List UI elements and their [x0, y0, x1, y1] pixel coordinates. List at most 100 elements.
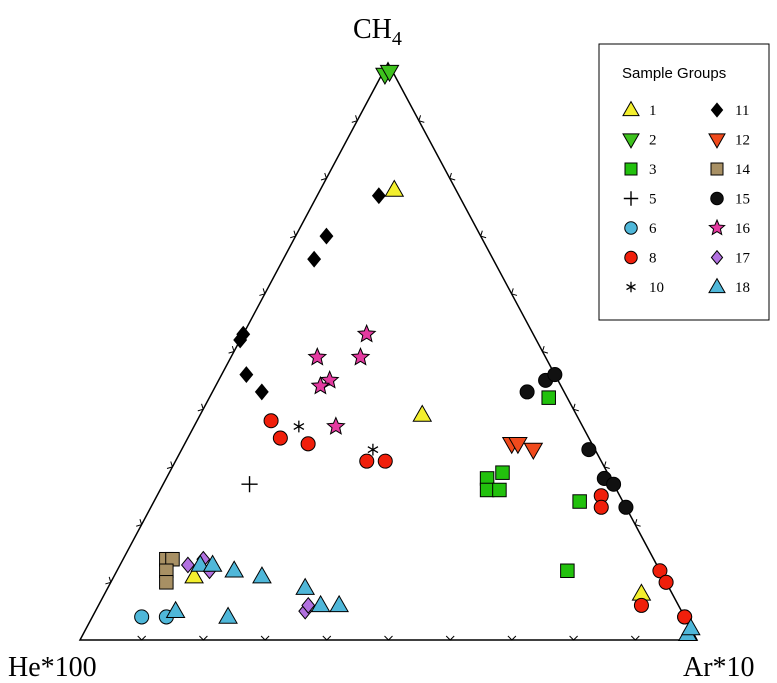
tick-mark — [228, 345, 235, 354]
point-group-1 — [384, 179, 405, 197]
point-group-11 — [371, 187, 386, 205]
legend-label-17: 17 — [735, 251, 751, 267]
tick-mark — [418, 115, 425, 123]
point-group-8 — [633, 597, 649, 613]
tick-mark — [445, 635, 455, 641]
tick-mark — [510, 288, 518, 296]
legend-label-11: 11 — [735, 103, 749, 119]
point-group-8 — [677, 609, 693, 625]
point-group-8 — [272, 430, 288, 446]
point-group-8 — [658, 574, 674, 590]
point-group-11 — [319, 227, 334, 245]
point-group-14 — [159, 575, 174, 590]
point-group-8 — [377, 453, 393, 469]
legend-marker-2 — [622, 133, 640, 149]
tick-mark — [572, 403, 579, 412]
point-group-5 — [241, 476, 258, 493]
tick-mark — [449, 172, 456, 181]
tick-mark — [166, 461, 174, 470]
legend-marker-15 — [710, 191, 724, 206]
tick-mark — [480, 230, 487, 239]
tick-mark — [541, 345, 549, 354]
point-group-3 — [492, 482, 507, 498]
point-group-10 — [367, 443, 379, 456]
legend-label-12: 12 — [735, 133, 750, 149]
tick-mark — [197, 403, 204, 412]
point-group-11 — [254, 383, 269, 401]
point-group-1 — [184, 566, 204, 584]
legend-marker-16 — [708, 218, 726, 236]
tick-mark — [630, 635, 640, 641]
point-group-17 — [180, 556, 195, 574]
legend-marker-6 — [624, 221, 638, 235]
point-group-17 — [301, 596, 316, 614]
tick-mark — [384, 635, 393, 641]
legend-marker-11 — [710, 102, 724, 118]
tick-mark — [290, 230, 297, 239]
legend-label-16: 16 — [735, 221, 751, 237]
point-group-16 — [326, 416, 346, 435]
data-points — [134, 64, 701, 642]
legend-title: Sample Groups — [622, 65, 726, 82]
tick-mark — [260, 635, 270, 641]
legend-label-3: 3 — [649, 162, 657, 178]
tick-mark — [199, 635, 208, 641]
point-group-16 — [310, 375, 331, 395]
tick-mark — [136, 519, 143, 527]
legend-label-5: 5 — [649, 192, 657, 208]
tick-mark — [351, 115, 358, 123]
point-group-11 — [233, 331, 248, 349]
legend-marker-8 — [624, 250, 638, 265]
point-group-16 — [350, 346, 371, 366]
point-group-8 — [652, 563, 668, 579]
point-group-11 — [239, 366, 254, 384]
legend-label-8: 8 — [649, 251, 657, 267]
apex-top-sub: 4 — [392, 28, 402, 50]
point-group-18 — [218, 606, 238, 624]
point-group-3 — [572, 494, 587, 509]
legend-marker-5 — [623, 191, 639, 206]
point-group-10 — [293, 420, 305, 433]
apex-right-label: Ar*10 — [683, 652, 755, 683]
legend-label-10: 10 — [649, 280, 664, 296]
point-group-16 — [307, 346, 328, 366]
point-group-3 — [479, 482, 495, 498]
tick-mark — [569, 635, 578, 641]
legend-marker-10 — [626, 281, 636, 293]
point-group-2 — [379, 64, 400, 83]
point-group-18 — [252, 566, 272, 584]
point-group-15 — [618, 499, 634, 515]
apex-top-label: CH4 — [353, 14, 402, 50]
tick-mark — [634, 519, 641, 527]
point-group-1 — [412, 404, 433, 422]
point-group-12 — [523, 442, 544, 461]
point-group-18 — [202, 554, 223, 572]
point-group-8 — [300, 436, 316, 452]
legend-marker-17 — [710, 249, 724, 266]
point-group-3 — [495, 465, 510, 480]
ternary-ticks — [105, 115, 672, 641]
point-group-15 — [606, 476, 622, 492]
point-group-18 — [190, 554, 211, 572]
point-group-11 — [307, 250, 322, 268]
point-group-3 — [560, 563, 575, 579]
legend-label-15: 15 — [735, 192, 750, 208]
tick-mark — [603, 461, 610, 470]
point-group-16 — [356, 323, 377, 343]
tick-mark — [137, 635, 147, 641]
tick-mark — [322, 635, 332, 641]
point-group-3 — [541, 390, 556, 405]
point-group-6 — [134, 609, 150, 625]
point-group-18 — [295, 577, 316, 595]
legend-marker-12 — [708, 133, 726, 149]
apex-left-label: He*100 — [8, 652, 97, 683]
tick-mark — [259, 288, 266, 296]
legend-marker-18 — [708, 277, 726, 294]
legend-marker-3 — [624, 162, 638, 176]
legend-box — [598, 43, 770, 321]
tick-mark — [507, 635, 517, 641]
legend-label-1: 1 — [649, 103, 657, 119]
legend-label-18: 18 — [735, 280, 750, 296]
